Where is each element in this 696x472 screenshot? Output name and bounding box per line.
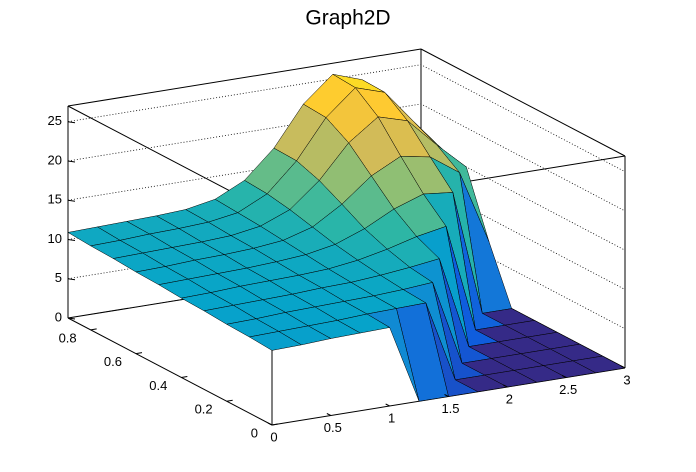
- z-tick-label: 10: [48, 231, 62, 246]
- z-tick-label: 5: [55, 270, 62, 285]
- y-tick: [181, 375, 188, 378]
- z-tick: [67, 160, 76, 163]
- z-tick: [67, 317, 76, 320]
- z-tick-label: 0: [55, 309, 62, 324]
- x-tick: [561, 375, 567, 378]
- y-tick-label: 0.2: [195, 402, 213, 417]
- x-tick-label: 1: [388, 410, 395, 425]
- z-tick-label: 25: [48, 113, 62, 128]
- y-tick: [90, 328, 97, 331]
- x-tick-label: 3: [623, 372, 630, 387]
- x-tick: [620, 365, 626, 369]
- z-tick-label: 15: [48, 192, 62, 207]
- x-tick: [326, 413, 332, 416]
- y-tick: [135, 352, 143, 355]
- y-tick-label: 0.4: [149, 378, 167, 393]
- chart-title: Graph2D: [305, 7, 390, 30]
- z-tick: [67, 199, 76, 202]
- x-tick: [444, 394, 449, 397]
- y-tick-label: 0.6: [104, 354, 122, 369]
- box-edge: [67, 317, 273, 426]
- x-tick-label: 2: [506, 391, 513, 406]
- x-tick-label: 2.5: [559, 382, 577, 397]
- x-tick-label: 1.5: [441, 401, 459, 416]
- y-tick-label: 0: [251, 425, 258, 440]
- y-tick-label: 0.8: [59, 330, 77, 345]
- z-tick-label: 20: [48, 152, 62, 167]
- x-tick-label: 0: [270, 429, 277, 444]
- x-tick: [503, 384, 508, 388]
- z-tick: [67, 278, 76, 281]
- x-tick: [385, 403, 390, 407]
- box-edge: [420, 48, 626, 157]
- y-tick: [271, 423, 279, 426]
- x-tick: [267, 422, 273, 426]
- x-tick-label: 0.5: [324, 420, 342, 435]
- surface-patch: [249, 331, 302, 351]
- z-tick: [67, 238, 76, 241]
- y-tick: [226, 399, 233, 402]
- box-edge: [67, 48, 422, 107]
- z-tick: [67, 121, 76, 124]
